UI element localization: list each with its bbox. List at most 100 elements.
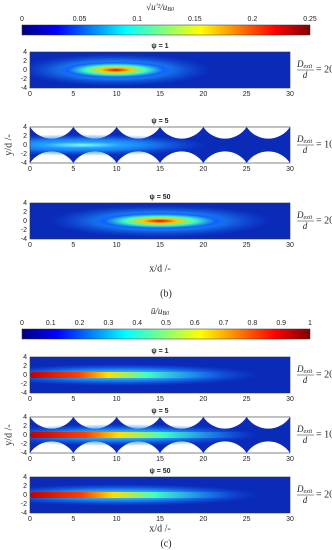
y-tick-label: 2 (23, 133, 27, 140)
y-tick-label: 4 (23, 49, 27, 56)
colorbar-tick-label: 0 (20, 320, 24, 327)
x-tick-label: 15 (156, 242, 164, 249)
x-tick-label: 20 (199, 516, 207, 523)
x-tick-label: 30 (286, 456, 294, 463)
nozzle-edge (160, 127, 204, 163)
y-tick-label: -2 (21, 381, 27, 388)
x-tick-label: 25 (243, 242, 251, 249)
colorbar (21, 24, 311, 36)
ratio-sub: exit (304, 369, 313, 375)
x-tick-label: 25 (243, 91, 251, 98)
heatmap (30, 52, 290, 88)
colorbar-label-sub: B0 (167, 7, 174, 13)
heatmap (30, 203, 290, 239)
colorbar-tick-label: 0.1 (132, 16, 142, 23)
colorbar-tick-label: 0.2 (248, 16, 258, 23)
y-tick-label: 4 (23, 354, 27, 361)
y-tick-label: -2 (21, 151, 27, 158)
ratio-denominator: d (303, 70, 308, 80)
plot-frame (29, 416, 291, 454)
x-tick-label: 25 (243, 456, 251, 463)
ratio-numerator: Dexit (296, 134, 312, 145)
colorbar-tick-label: 0 (20, 16, 24, 23)
ratio-sub: exit (304, 429, 313, 435)
colorbar-label: ū/uB0 (151, 306, 169, 317)
plot-frame (29, 51, 291, 89)
heatmap-body (30, 477, 290, 513)
y-tick-label: 0 (23, 67, 27, 74)
colorbar-tick-label: 0.7 (219, 320, 229, 327)
ratio-num: D (296, 364, 304, 374)
x-axis-label: x/d /- (149, 263, 170, 274)
velocity-core (30, 492, 238, 498)
y-tick-label: 4 (23, 200, 27, 207)
x-tick-label: 0 (28, 91, 32, 98)
plot-title: ψ = 50 (149, 468, 170, 475)
ratio-sub: exit (304, 215, 313, 221)
plot-title: ψ = 5 (151, 118, 168, 125)
plot-frame (29, 356, 291, 394)
velocity-core (30, 432, 251, 438)
y-tick-label: -2 (21, 501, 27, 508)
x-tick-label: 10 (113, 396, 121, 403)
plot-title: ψ = 50 (149, 194, 170, 201)
ratio-num: D (296, 134, 304, 144)
x-tick-label: 30 (286, 516, 294, 523)
x-tick-label: 25 (243, 396, 251, 403)
y-tick-label: 2 (23, 423, 27, 430)
x-tick-label: 20 (199, 396, 207, 403)
y-tick-label: 0 (23, 492, 27, 499)
x-tick-label: 20 (199, 456, 207, 463)
nozzle-edge (246, 127, 290, 163)
colorbar-label-main: √u'²/u (146, 2, 168, 12)
ratio-denominator: d (303, 221, 308, 231)
y-tick-label: -4 (21, 390, 27, 397)
colorbar-label-main: ū/u (151, 306, 163, 316)
y-tick-label: -2 (21, 227, 27, 234)
ratio-value: = 20 (316, 369, 332, 380)
ratio-numerator: Dexit (296, 59, 312, 70)
plot-frame (29, 126, 291, 164)
y-axis-label: y/d /- (3, 424, 14, 445)
heatmap-body (30, 357, 290, 393)
x-tick-label: 30 (286, 91, 294, 98)
caption: (c) (160, 538, 171, 549)
y-tick-label: 4 (23, 124, 27, 131)
ratio-numerator: Dexit (296, 364, 312, 375)
ratio-value: = 10 (316, 139, 332, 150)
x-tick-label: 10 (113, 91, 121, 98)
ratio-value: = 20 (316, 489, 332, 500)
heatmap (30, 477, 290, 513)
x-tick-label: 5 (71, 396, 75, 403)
y-tick-label: 0 (23, 142, 27, 149)
x-tick-label: 20 (199, 91, 207, 98)
ratio-sub: exit (304, 489, 313, 495)
y-tick-label: 2 (23, 483, 27, 490)
colorbar-tick-label: 0.2 (75, 320, 85, 327)
x-tick-label: 5 (71, 516, 75, 523)
x-tick-label: 10 (113, 456, 121, 463)
y-tick-label: 2 (23, 209, 27, 216)
plot-title: ψ = 1 (151, 348, 168, 355)
heatmap (30, 417, 290, 453)
ratio-num: D (296, 484, 304, 494)
colorbar-tick-label: 0.8 (248, 320, 258, 327)
x-tick-label: 25 (243, 516, 251, 523)
ratio-denominator: d (303, 435, 308, 445)
y-axis-label: y/d /- (3, 134, 14, 155)
x-tick-label: 15 (156, 516, 164, 523)
x-tick-label: 10 (113, 166, 121, 173)
ratio-denominator: d (303, 495, 308, 505)
heatmap (30, 357, 290, 393)
ratio-numerator: Dexit (296, 484, 312, 495)
ratio-num: D (296, 59, 304, 69)
nozzle-edge (203, 127, 247, 163)
caption: (b) (160, 288, 172, 299)
colorbar-tick-label: 0.6 (190, 320, 200, 327)
x-tick-label: 15 (156, 91, 164, 98)
x-tick-label: 25 (243, 166, 251, 173)
colorbar-label-sub: B0 (162, 311, 169, 317)
heatmap-body (30, 127, 290, 163)
x-tick-label: 0 (28, 516, 32, 523)
heatmap-body (30, 417, 290, 453)
